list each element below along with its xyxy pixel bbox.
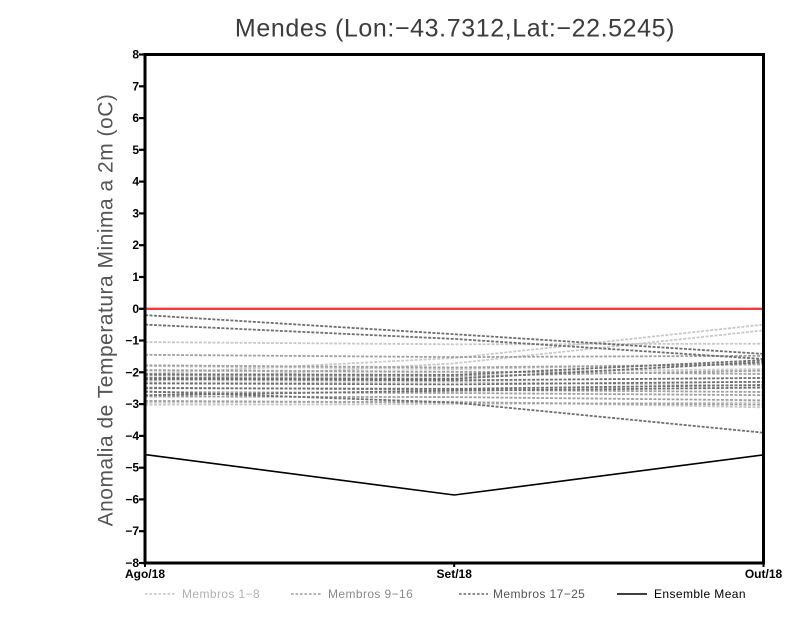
- svg-text:4: 4: [132, 175, 139, 189]
- svg-text:8: 8: [132, 48, 139, 62]
- svg-text:7: 7: [132, 79, 139, 93]
- svg-text:Membros 9−16: Membros 9−16: [328, 587, 413, 601]
- svg-text:0: 0: [132, 302, 139, 316]
- svg-text:Membros 1−8: Membros 1−8: [182, 587, 260, 601]
- svg-text:−7: −7: [125, 524, 139, 538]
- svg-text:Set/18: Set/18: [437, 567, 473, 581]
- svg-text:−8: −8: [125, 556, 139, 570]
- svg-text:Ago/18: Ago/18: [125, 567, 165, 581]
- svg-text:−2: −2: [125, 365, 139, 379]
- svg-text:1: 1: [132, 270, 139, 284]
- svg-text:5: 5: [132, 143, 139, 157]
- svg-text:−5: −5: [125, 461, 139, 475]
- svg-text:Anomalia de Temperatura Minima: Anomalia de Temperatura Minima a 2m (oC): [95, 94, 118, 527]
- svg-text:Mendes (Lon:−43.7312,Lat:−22.5: Mendes (Lon:−43.7312,Lat:−22.5245): [235, 15, 675, 43]
- svg-text:Out/18: Out/18: [745, 567, 783, 581]
- svg-text:−3: −3: [125, 397, 139, 411]
- svg-text:6: 6: [132, 111, 139, 125]
- svg-text:−6: −6: [125, 492, 139, 506]
- svg-text:Membros 17−25: Membros 17−25: [493, 587, 585, 601]
- svg-text:2: 2: [132, 238, 139, 252]
- svg-text:−1: −1: [125, 334, 139, 348]
- svg-text:Ensemble Mean: Ensemble Mean: [654, 587, 746, 601]
- svg-text:−4: −4: [125, 429, 139, 443]
- svg-text:3: 3: [132, 206, 139, 220]
